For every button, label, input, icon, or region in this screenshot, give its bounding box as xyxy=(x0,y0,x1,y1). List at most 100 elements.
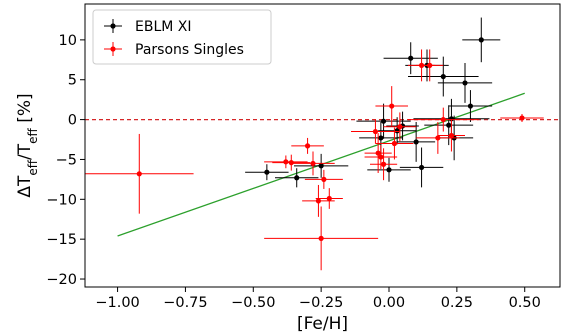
x-tick-label: 0.50 xyxy=(509,295,541,311)
y-tick-label: 0 xyxy=(68,113,77,129)
x-tick-label: −0.25 xyxy=(299,295,343,311)
legend-label: Parsons Singles xyxy=(135,42,244,58)
data-point xyxy=(351,119,400,144)
point-marker xyxy=(440,116,446,123)
data-point xyxy=(437,119,465,152)
data-point xyxy=(448,90,493,122)
data-point xyxy=(408,107,479,132)
plot-frame xyxy=(84,3,561,288)
y-tick-label: −15 xyxy=(46,232,77,248)
point-marker xyxy=(462,80,468,86)
data-point xyxy=(424,105,474,146)
point-marker xyxy=(315,198,322,204)
data-point xyxy=(416,49,444,82)
data-point xyxy=(408,56,479,97)
point-marker xyxy=(136,171,142,177)
point-marker xyxy=(378,135,384,141)
data-point xyxy=(85,133,194,214)
y-axis: −20 −15 −10 −5 0 5 10 xyxy=(46,33,85,288)
data-point xyxy=(375,127,414,160)
point-marker xyxy=(310,160,316,167)
point-marker xyxy=(448,116,455,122)
legend-label: EBLM XI xyxy=(135,19,192,35)
point-marker xyxy=(380,118,387,124)
data-point xyxy=(383,42,438,75)
point-marker xyxy=(440,73,446,80)
point-marker xyxy=(386,167,392,173)
x-tick-label: −0.50 xyxy=(231,295,275,311)
point-marker xyxy=(467,103,474,109)
data-point xyxy=(291,137,324,154)
point-marker xyxy=(397,124,403,130)
data-point xyxy=(356,103,411,139)
point-marker xyxy=(418,164,425,171)
data-point xyxy=(375,86,408,126)
data-point xyxy=(304,169,343,189)
data-point xyxy=(437,62,493,103)
point-marker xyxy=(427,62,433,68)
data-point xyxy=(294,153,349,178)
point-marker xyxy=(389,103,395,109)
data-point xyxy=(272,154,311,171)
point-marker xyxy=(394,128,400,134)
point-marker xyxy=(519,115,525,121)
y-tick-label: −20 xyxy=(46,272,77,288)
y-axis-label-part: [%] xyxy=(15,93,35,128)
point-marker xyxy=(288,160,294,166)
x-tick-label: 0.25 xyxy=(441,295,473,311)
point-marker xyxy=(375,150,381,156)
x-tick-label: −1.00 xyxy=(95,295,139,311)
y-axis-label-subscript: eff xyxy=(26,159,40,175)
x-axis: −1.00 −0.75 −0.50 −0.25 0.00 0.25 0.50 xyxy=(95,287,541,311)
data-point xyxy=(500,114,544,122)
y-axis-label-subscript: eff xyxy=(26,127,40,143)
data-point xyxy=(367,157,411,182)
legend: EBLM XI Parsons Singles xyxy=(92,9,272,65)
y-axis-label: ΔTeff/Teff [%] xyxy=(15,93,40,197)
y-axis-label-part: ΔT xyxy=(15,175,35,198)
point-marker xyxy=(391,140,398,147)
legend-swatch-marker xyxy=(110,46,116,52)
data-point xyxy=(370,148,398,181)
legend-item: Parsons Singles xyxy=(104,42,244,58)
point-marker xyxy=(318,235,324,241)
point-marker xyxy=(264,169,270,175)
point-marker xyxy=(448,132,455,139)
y-tick-label: −5 xyxy=(56,152,77,168)
series-1 xyxy=(85,49,544,271)
legend-swatch-marker xyxy=(110,23,116,29)
data-point xyxy=(264,155,308,169)
y-axis-label-part: /T xyxy=(15,143,35,160)
y-tick-label: 5 xyxy=(68,73,77,89)
data-point xyxy=(383,112,417,142)
legend-item: EBLM XI xyxy=(104,19,192,35)
point-marker xyxy=(304,143,311,149)
point-marker xyxy=(294,175,300,181)
data-point xyxy=(291,151,335,176)
data-point xyxy=(399,147,444,188)
legend-box xyxy=(92,9,272,65)
x-tick-label: −0.75 xyxy=(163,295,207,311)
data-point xyxy=(264,206,379,271)
point-marker xyxy=(380,161,387,167)
x-axis-label: [Fe/H] xyxy=(297,314,348,334)
point-marker xyxy=(408,55,414,61)
data-point xyxy=(397,121,436,162)
data-point xyxy=(245,164,289,181)
point-marker xyxy=(435,135,441,141)
data-point xyxy=(462,17,501,63)
point-marker xyxy=(478,37,484,43)
y-tick-label: −10 xyxy=(46,192,77,208)
data-point xyxy=(364,145,398,170)
data-point xyxy=(315,188,343,209)
x-tick-label: 0.00 xyxy=(373,295,405,311)
data-point xyxy=(275,168,319,188)
point-marker xyxy=(378,154,384,160)
point-marker xyxy=(413,139,419,145)
data-point xyxy=(364,133,392,174)
data-point xyxy=(378,117,417,145)
point-marker xyxy=(372,128,379,135)
point-marker xyxy=(318,163,324,169)
point-marker xyxy=(446,122,452,128)
